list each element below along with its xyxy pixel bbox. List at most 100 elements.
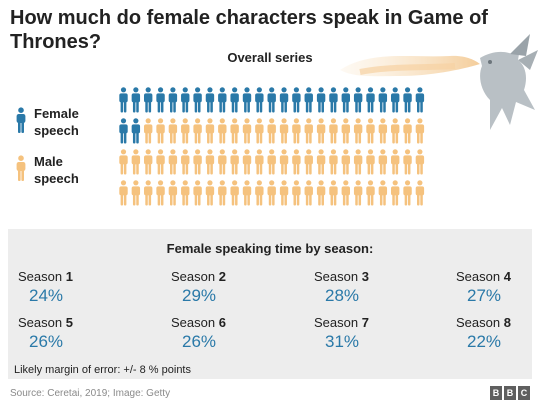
male-person-icon: [279, 118, 289, 144]
male-person-icon: [292, 180, 301, 206]
female-person-icon: [193, 87, 202, 113]
female-person-icon: [292, 87, 301, 113]
male-person-icon: [205, 118, 215, 144]
season-value: 24%: [29, 286, 64, 305]
bbc-logo-letter: B: [504, 386, 516, 400]
male-person-icon: [119, 180, 128, 206]
season-value: 22%: [467, 332, 502, 351]
chart-title: How much do female characters speak in G…: [10, 7, 488, 53]
chart-subtitle: Overall series: [227, 50, 313, 65]
male-person-icon: [366, 180, 375, 206]
male-person-icon: [156, 149, 165, 175]
male-person-icon: [366, 149, 375, 175]
legend-item-male: Male speech: [16, 153, 104, 187]
legend-label-male: Male speech: [34, 154, 79, 186]
male-person-icon: [279, 180, 289, 206]
male-person-icon: [329, 118, 338, 144]
male-person-icon: [242, 118, 252, 144]
male-person-icon: [205, 149, 215, 175]
female-person-icon: [144, 87, 153, 113]
legend-item-female: Female speech: [16, 105, 104, 139]
female-person-icon: [168, 87, 178, 113]
male-person-icon: [316, 149, 326, 175]
male-person-icon: [415, 118, 425, 144]
female-person-icon: [316, 87, 326, 113]
male-person-icon: [353, 180, 363, 206]
season-label: Season 7: [314, 315, 369, 330]
female-person-icon: [378, 87, 388, 113]
season-label: Season 1: [18, 269, 73, 284]
season-value: 28%: [325, 286, 360, 305]
season-2: Season 2 29%: [171, 269, 281, 307]
male-person-icon: [341, 118, 350, 144]
bbc-logo-letter: B: [490, 386, 502, 400]
female-person-icon: [304, 87, 313, 113]
female-person-icon: [218, 87, 227, 113]
male-person-icon: [230, 180, 239, 206]
male-person-icon: [304, 149, 313, 175]
male-person-icon: [391, 180, 400, 206]
male-person-icon: [316, 180, 326, 206]
female-person-icon: [205, 87, 215, 113]
season-value: 26%: [182, 332, 217, 351]
male-person-icon: [403, 180, 412, 206]
female-person-icon: [329, 87, 338, 113]
female-person-icon: [341, 87, 350, 113]
male-person-icon: [329, 149, 338, 175]
male-person-icon: [267, 180, 276, 206]
male-person-icon: [205, 180, 215, 206]
male-person-icon: [341, 149, 350, 175]
male-person-icon: [156, 180, 165, 206]
male-person-icon: [156, 118, 165, 144]
male-person-icon: [279, 149, 289, 175]
female-person-icon: [353, 87, 363, 113]
male-person-icon: [403, 118, 412, 144]
female-person-icon: [415, 87, 425, 113]
season-4: Season 4 27%: [456, 269, 540, 307]
male-person-icon: [218, 180, 227, 206]
season-value: 29%: [182, 286, 217, 305]
male-person-icon: [255, 180, 264, 206]
female-person-icon: [119, 118, 128, 144]
season-3: Season 3 28%: [314, 269, 424, 307]
legend-label-female: Female speech: [34, 106, 79, 138]
male-person-icon: [193, 180, 202, 206]
pictogram-grid: [119, 87, 425, 206]
male-person-icon: [168, 149, 178, 175]
season-label: Season 2: [171, 269, 226, 284]
male-person-icon: [255, 149, 264, 175]
season-value: 31%: [325, 332, 360, 351]
male-person-icon: [119, 149, 128, 175]
season-label: Season 3: [314, 269, 369, 284]
male-person-icon: [193, 118, 202, 144]
male-person-icon: [193, 149, 202, 175]
male-person-icon: [378, 149, 388, 175]
season-panel: Female speaking time by season: Season 1…: [8, 229, 532, 379]
male-person-icon: [242, 149, 252, 175]
bbc-logo-letter: C: [518, 386, 530, 400]
female-person-icon: [403, 87, 412, 113]
season-value: 26%: [29, 332, 64, 351]
male-person-icon: [415, 180, 425, 206]
season-6: Season 6 26%: [171, 315, 281, 353]
male-person-icon: [255, 118, 264, 144]
season-1: Season 1 24%: [18, 269, 128, 307]
season-label: Season 5: [18, 315, 73, 330]
season-panel-title: Female speaking time by season:: [166, 241, 374, 256]
season-label: Season 8: [456, 315, 511, 330]
dragon-illustration: [340, 34, 538, 130]
male-person-icon: [181, 149, 190, 175]
female-person-icon: [16, 107, 26, 133]
season-label: Season 4: [456, 269, 511, 284]
female-person-icon: [131, 87, 141, 113]
male-person-icon: [131, 149, 141, 175]
male-person-icon: [144, 149, 153, 175]
female-person-icon: [181, 87, 190, 113]
male-person-icon: [168, 180, 178, 206]
female-person-icon: [391, 87, 400, 113]
male-person-icon: [218, 149, 227, 175]
female-person-icon: [255, 87, 264, 113]
male-person-icon: [181, 118, 190, 144]
male-person-icon: [329, 180, 338, 206]
male-person-icon: [378, 180, 388, 206]
